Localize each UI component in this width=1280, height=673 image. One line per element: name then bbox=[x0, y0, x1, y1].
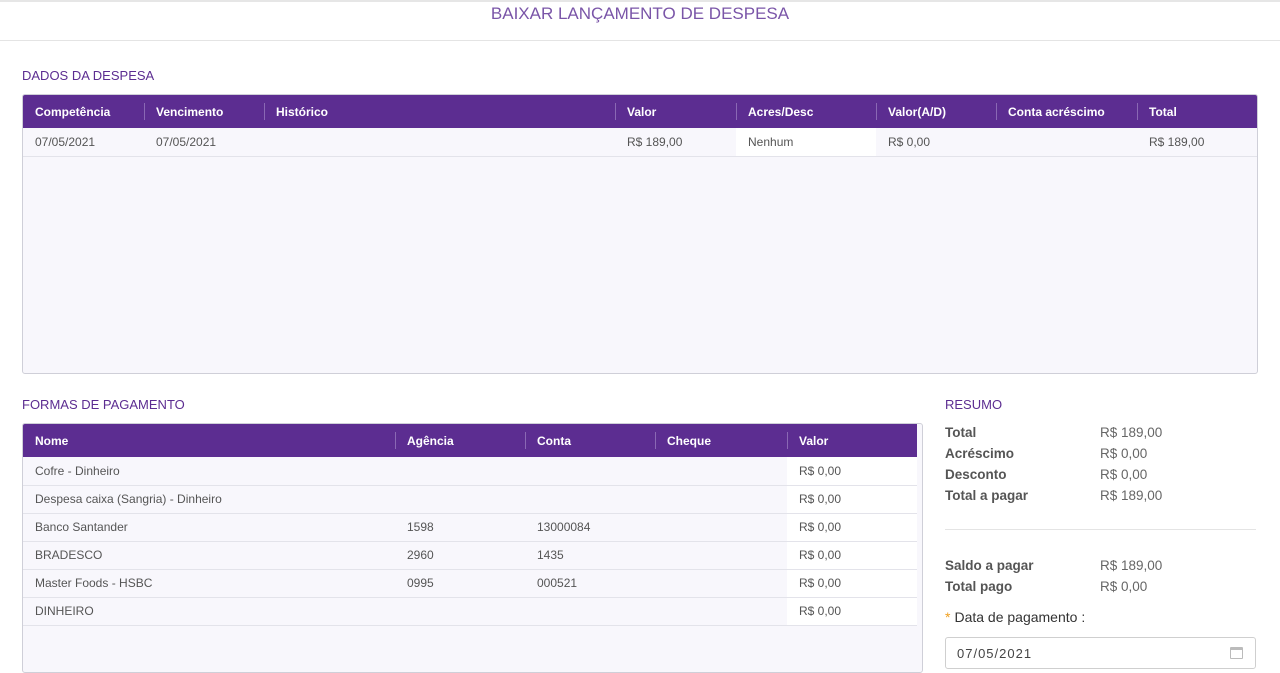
table-cell: R$ 189,00 bbox=[615, 128, 736, 157]
resumo-label: Total bbox=[945, 425, 977, 440]
table-cell bbox=[655, 541, 787, 570]
page-title: BAIXAR LANÇAMENTO DE DESPESA bbox=[490, 4, 790, 23]
table-cell bbox=[395, 457, 525, 486]
dados-table: Competência Vencimento Histórico Valor Acres… bbox=[22, 94, 1258, 374]
resumo-label: Total pago bbox=[945, 579, 1013, 594]
table-cell: R$ 0,00 bbox=[876, 128, 996, 157]
date-label: * Data de pagamento : bbox=[945, 609, 1085, 625]
table-cell bbox=[655, 513, 787, 542]
resumo-value: R$ 0,00 bbox=[1100, 579, 1148, 594]
resumo-label: Total a pagar bbox=[945, 488, 1029, 503]
table-cell bbox=[655, 569, 787, 598]
column-header[interactable]: Valor(A/D) bbox=[876, 95, 996, 128]
column-header[interactable]: Valor bbox=[787, 424, 917, 457]
column-header[interactable]: Conta acréscimo bbox=[996, 95, 1137, 128]
table-cell bbox=[395, 597, 525, 626]
resumo-value: R$ 0,00 bbox=[1100, 446, 1148, 461]
table-cell: R$ 0,00 bbox=[787, 457, 917, 486]
table-cell: Banco Santander bbox=[23, 513, 395, 542]
column-header[interactable]: Cheque bbox=[655, 424, 787, 457]
table-cell: R$ 0,00 bbox=[787, 569, 917, 598]
table-cell bbox=[395, 485, 525, 514]
resumo-label: Acréscimo bbox=[945, 446, 1015, 461]
table-cell bbox=[525, 485, 655, 514]
top-border bbox=[0, 0, 1280, 2]
resumo-label: Saldo a pagar bbox=[945, 558, 1034, 573]
payment-date-value: 07/05/2021 bbox=[957, 646, 1033, 661]
table-cell: 07/05/2021 bbox=[144, 128, 264, 157]
table-cell: 000521 bbox=[525, 569, 655, 598]
table-cell: Despesa caixa (Sangria) - Dinheiro bbox=[23, 485, 395, 514]
table-cell: R$ 0,00 bbox=[787, 513, 917, 542]
column-header[interactable]: Conta bbox=[525, 424, 655, 457]
payment-date-input[interactable]: 07/05/2021 bbox=[945, 637, 1256, 669]
table-cell bbox=[655, 597, 787, 626]
table-cell: Master Foods - HSBC bbox=[23, 569, 395, 598]
table-cell: DINHEIRO bbox=[23, 597, 395, 626]
column-header[interactable]: Nome bbox=[23, 424, 395, 457]
table-cell: R$ 189,00 bbox=[1137, 128, 1257, 157]
dados-heading: DADOS DA DESPESA bbox=[22, 68, 155, 83]
divider bbox=[0, 40, 1280, 41]
resumo-value: R$ 0,00 bbox=[1100, 467, 1148, 482]
table-cell bbox=[525, 457, 655, 486]
column-header[interactable]: Vencimento bbox=[144, 95, 264, 128]
table-cell bbox=[655, 457, 787, 486]
resumo-value: R$ 189,00 bbox=[1100, 488, 1163, 503]
table-cell: 1435 bbox=[525, 541, 655, 570]
table-row[interactable]: Cofre - Dinheiro R$ 0,00 bbox=[23, 457, 917, 486]
column-header[interactable]: Acres/Desc bbox=[736, 95, 876, 128]
table-cell bbox=[996, 128, 1137, 157]
table-row[interactable]: Banco Santander 1598 13000084 R$ 0,00 bbox=[23, 513, 917, 542]
table-row[interactable]: Despesa caixa (Sangria) - Dinheiro R$ 0,0… bbox=[23, 485, 917, 514]
table-cell: R$ 0,00 bbox=[787, 541, 917, 570]
resumo-value: R$ 189,00 bbox=[1100, 425, 1163, 440]
column-header[interactable]: Agência bbox=[395, 424, 525, 457]
column-header[interactable]: Total bbox=[1137, 95, 1257, 128]
table-cell: 07/05/2021 bbox=[23, 128, 144, 157]
table-cell: Cofre - Dinheiro bbox=[23, 457, 395, 486]
required-marker: * bbox=[945, 609, 951, 625]
resumo-heading: RESUMO bbox=[945, 397, 1003, 412]
table-row[interactable]: 07/05/2021 07/05/2021 R$ 189,00 Nenhum R$ 0,… bbox=[23, 128, 1257, 157]
column-header[interactable]: Competência bbox=[23, 95, 144, 128]
resumo-label: Desconto bbox=[945, 467, 1007, 482]
table-cell: BRADESCO bbox=[23, 541, 395, 570]
table-cell: 2960 bbox=[395, 541, 525, 570]
table-cell: R$ 0,00 bbox=[787, 597, 917, 626]
table-row[interactable]: DINHEIRO R$ 0,00 bbox=[23, 597, 917, 626]
calendar-icon[interactable] bbox=[1230, 647, 1243, 659]
table-cell: 0995 bbox=[395, 569, 525, 598]
table-cell bbox=[655, 485, 787, 514]
table-row[interactable]: Master Foods - HSBC 0995 000521 R$ 0,00 bbox=[23, 569, 917, 598]
formas-heading: FORMAS DE PAGAMENTO bbox=[22, 397, 185, 412]
table-cell: 13000084 bbox=[525, 513, 655, 542]
table-cell: R$ 0,00 bbox=[787, 485, 917, 514]
date-label-text: Data de pagamento : bbox=[954, 609, 1086, 625]
table-cell bbox=[525, 597, 655, 626]
formas-table: Nome Agência Conta Cheque Valor Cofre - Dinhe… bbox=[22, 423, 923, 673]
column-header[interactable]: Histórico bbox=[264, 95, 615, 128]
table-row[interactable]: BRADESCO 2960 1435 R$ 0,00 bbox=[23, 541, 917, 570]
table-cell: Nenhum bbox=[736, 128, 876, 157]
table-cell: 1598 bbox=[395, 513, 525, 542]
column-header[interactable]: Valor bbox=[615, 95, 736, 128]
resumo-value: R$ 189,00 bbox=[1100, 558, 1163, 573]
table-cell bbox=[264, 128, 615, 157]
resumo-divider bbox=[945, 529, 1256, 530]
